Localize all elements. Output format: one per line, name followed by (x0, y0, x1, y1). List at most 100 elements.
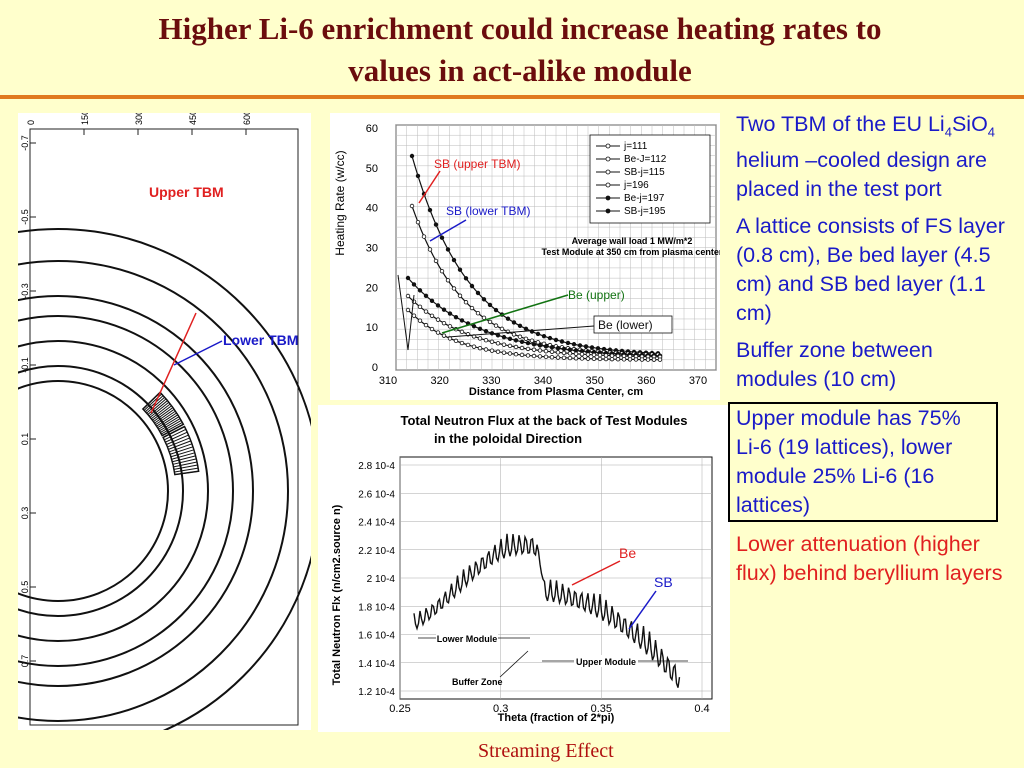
upper-tbm-pointer (150, 312, 197, 414)
lattice-line (152, 405, 172, 421)
top-tick-label: 300 (134, 113, 144, 125)
legend-marker (605, 169, 611, 175)
sb-lower-curve-marker (481, 315, 487, 321)
lattice-line (174, 467, 199, 473)
be-upper-curve-marker (525, 340, 531, 346)
lattice-line (157, 414, 179, 429)
flux-curve (413, 533, 681, 688)
sb-upper-curve-marker (589, 345, 595, 350)
j-curve-marker (633, 357, 639, 362)
heating-rate-svg: Heating Rate (w/cc) 60 50 40 30 20 10 0 310 320… (333, 123, 723, 398)
heating-x-tick: 310 (379, 375, 397, 387)
be-lower-curve-marker (555, 350, 561, 355)
heating-y-ticks: 60 50 40 30 20 10 0 (366, 123, 378, 374)
be-upper-curve-marker (495, 333, 501, 338)
flux-title-line-2: in the poloidal Direction (434, 431, 582, 446)
lattice-line (166, 434, 189, 445)
bullet-1-text-b: SiO (951, 112, 988, 136)
ann-sb-flux-arrow (628, 590, 657, 630)
be-lower-curve-marker (567, 351, 573, 356)
heating-x-tick: 330 (482, 375, 500, 387)
lattice-line (155, 410, 176, 426)
ann-sb-upper: SB (upper TBM) (434, 157, 520, 171)
sb-lower-curve-marker (439, 268, 445, 274)
j-curve-marker (591, 356, 597, 361)
heating-xlabel: Distance from Plasma Center, cm (469, 386, 643, 398)
sb-upper-curve-marker (493, 307, 499, 313)
flux-y-tick: 2.4 10-4 (358, 518, 395, 529)
neutron-flux-svg: Total Neutron Flux at the back of Test M… (331, 413, 713, 724)
neutron-flux-figure: Total Neutron Flux at the back of Test M… (318, 405, 730, 732)
flux-y-tick: 1.2 10-4 (358, 687, 395, 698)
ring-3 (0, 340, 209, 642)
ann-be-lower: Be (lower) (598, 318, 653, 332)
ring-1 (0, 380, 169, 602)
flux-x-tick: 0.3 (493, 703, 508, 715)
flux-x-ticks: 0.25 0.3 0.35 0.4 (389, 703, 709, 715)
sb-upper-curve-marker (583, 344, 589, 349)
lattice-line (145, 395, 164, 413)
lattice-line (172, 458, 197, 465)
sb-lower-curve-marker (427, 247, 433, 252)
j-curve-marker (489, 348, 495, 353)
ann-be-upper: Be (upper) (568, 288, 625, 302)
sb-lower-curve-marker (457, 293, 463, 298)
legend-marker (605, 143, 611, 149)
heating-x-tick: 320 (430, 375, 448, 387)
lattice-line (173, 461, 198, 468)
j-curve-marker (471, 344, 477, 349)
sb-upper-curve-marker (535, 331, 541, 337)
bullet-1-sub-a: 4 (944, 124, 952, 140)
lattice-line (146, 396, 165, 414)
ann-sb-lower-arrow (429, 219, 467, 242)
lattice-line (172, 455, 196, 463)
sb-upper-curve-marker (433, 222, 439, 227)
bullet-buffer-zone: Buffer zone between modules (10 cm) (736, 338, 933, 392)
lattice-line (170, 449, 195, 458)
be-upper-curve-marker (543, 344, 549, 349)
bullet-attenuation: Lower attenuation (higher flux) behind b… (736, 532, 1003, 586)
be-lower-curve-marker (441, 320, 447, 326)
left-tick-label: 0.5 (20, 581, 30, 594)
flux-y-tick: 2.6 10-4 (358, 489, 395, 500)
j-curve-marker (543, 354, 549, 360)
lattice-line (164, 428, 187, 441)
sb-upper-curve-marker (427, 207, 433, 213)
flux-ylabel: Total Neutron Flx (n/cm2.source n) (331, 504, 343, 685)
sb-upper-curve-marker (487, 302, 493, 308)
sb-lower-curve-marker (409, 203, 415, 209)
j-curve-marker (435, 330, 441, 335)
lattice-line (173, 464, 198, 470)
heating-x-ticks: 310 320 330 340 350 360 370 (379, 375, 707, 387)
j-curve-marker (573, 356, 579, 361)
heating-y-tick: 30 (366, 243, 378, 255)
heating-y-tick: 20 (366, 282, 378, 294)
heating-y-tick: 60 (366, 123, 378, 135)
module-outline (162, 425, 200, 476)
be-lower-curve-marker (405, 293, 411, 299)
test-blanket-modules (141, 391, 200, 476)
j-curve-marker (501, 350, 507, 355)
legend-entry: SB-j=115 (624, 167, 665, 178)
left-tick-label: 0.3 (20, 507, 30, 520)
bullet-1-text-a: Two TBM of the EU Li (736, 112, 945, 136)
heating-note-1: Average wall load 1 MW/m*2 (572, 236, 693, 246)
sb-upper-curve-marker (445, 247, 451, 252)
legend-entry: Be-J=112 (624, 154, 667, 165)
be-lower-curve-marker (603, 353, 609, 358)
j-curve-marker (459, 340, 465, 346)
torus-sections (0, 228, 321, 754)
be-upper-curve-marker (549, 345, 555, 350)
lower-module-label-bg (436, 632, 498, 644)
legend-entry: SB-j=195 (624, 206, 666, 217)
be-lower-curve-marker (561, 350, 567, 356)
lattice-line (153, 407, 174, 423)
legend-entry: j=111 (623, 141, 648, 152)
sb-upper-curve-marker (541, 333, 547, 339)
sb-lower-curve-marker (493, 323, 499, 328)
sb-upper-curve-marker (439, 235, 445, 240)
be-upper-curve-marker (555, 346, 561, 351)
be-lower-curve-marker (537, 348, 543, 353)
be-lower-curve-marker (609, 353, 615, 358)
be-upper-curve-marker (537, 343, 543, 348)
